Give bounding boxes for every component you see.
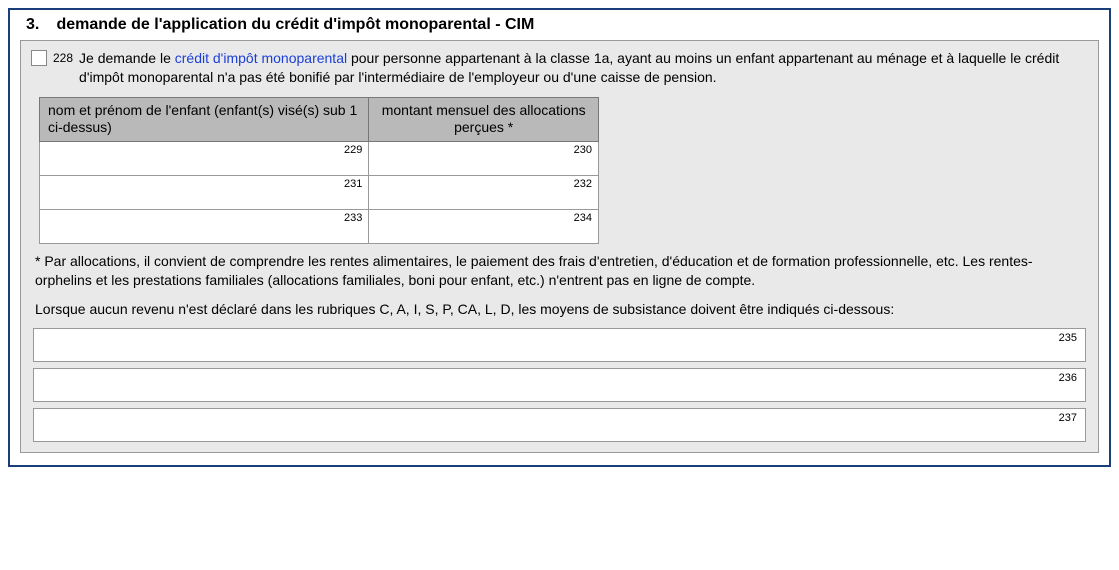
col-header-name: nom et prénom de l'enfant (enfant(s) vis… (40, 97, 369, 141)
field-code: 232 (574, 178, 592, 190)
child-name-cell[interactable]: 233 (40, 209, 369, 243)
declaration-text: Je demande le crédit d'impôt monoparenta… (79, 49, 1088, 87)
field-code-228: 228 (53, 51, 73, 65)
child-name-cell[interactable]: 229 (40, 141, 369, 175)
subsistence-instruction: Lorsque aucun revenu n'est déclaré dans … (35, 300, 1084, 319)
field-code: 229 (344, 144, 362, 156)
field-code: 233 (344, 212, 362, 224)
subsistence-field[interactable]: 235 (33, 328, 1086, 362)
field-code: 231 (344, 178, 362, 190)
col-header-amount: montant mensuel des allocations perçues … (369, 97, 599, 141)
section-heading: demande de l'application du crédit d'imp… (56, 16, 534, 33)
table-row: 233 234 (40, 209, 599, 243)
table-row: 229 230 (40, 141, 599, 175)
text-before-link: Je demande le (79, 50, 175, 66)
field-code: 235 (1059, 332, 1077, 344)
field-code: 234 (574, 212, 592, 224)
allocation-amount-cell[interactable]: 234 (369, 209, 599, 243)
section-number: 3. (26, 16, 52, 34)
form-section-3: 3. demande de l'application du crédit d'… (8, 8, 1111, 467)
allocations-footnote: * Par allocations, il convient de compre… (35, 252, 1084, 290)
subsistence-field[interactable]: 236 (33, 368, 1086, 402)
section-title: 3. demande de l'application du crédit d'… (26, 16, 1099, 34)
section-body: 228 Je demande le crédit d'impôt monopar… (20, 40, 1099, 453)
table-row: 231 232 (40, 175, 599, 209)
allocation-amount-cell[interactable]: 232 (369, 175, 599, 209)
declaration-row: 228 Je demande le crédit d'impôt monopar… (31, 49, 1088, 87)
field-code: 236 (1059, 372, 1077, 384)
field-code: 237 (1059, 412, 1077, 424)
subsistence-field[interactable]: 237 (33, 408, 1086, 442)
checkbox-228[interactable] (31, 50, 47, 66)
field-code: 230 (574, 144, 592, 156)
child-name-cell[interactable]: 231 (40, 175, 369, 209)
allocation-amount-cell[interactable]: 230 (369, 141, 599, 175)
credit-link[interactable]: crédit d'impôt monoparental (175, 50, 347, 66)
children-table: nom et prénom de l'enfant (enfant(s) vis… (39, 97, 599, 244)
